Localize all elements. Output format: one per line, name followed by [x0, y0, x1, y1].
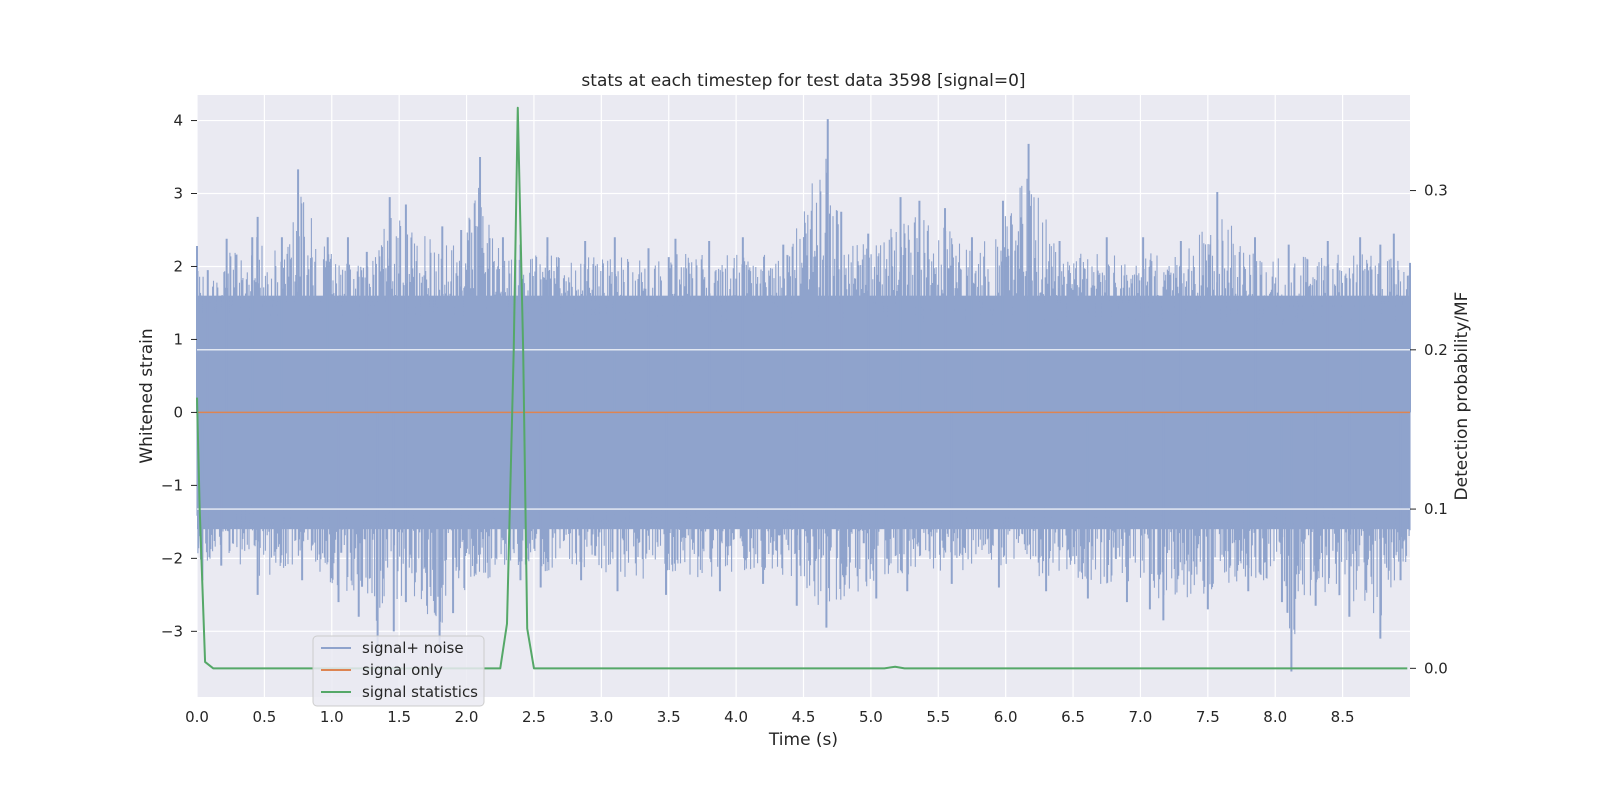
- x-tick-label: 7.0: [1129, 708, 1153, 726]
- y-tick-label: 4: [173, 112, 183, 130]
- y-tick-label: −2: [161, 549, 183, 567]
- y-tick-label: −1: [161, 476, 183, 494]
- y-tick-label: 3: [173, 185, 183, 203]
- y-tick-label: 1: [173, 330, 183, 348]
- y-tick-label: 2: [173, 257, 183, 275]
- x-tick-label: 5.0: [859, 708, 883, 726]
- x-tick-label: 2.5: [522, 708, 546, 726]
- x-tick-label: 3.0: [589, 708, 613, 726]
- y2-tick-label: 0.0: [1424, 659, 1448, 677]
- x-tick-label: 6.5: [1061, 708, 1085, 726]
- chart-title: stats at each timestep for test data 359…: [581, 71, 1025, 91]
- x-tick-label: 3.5: [657, 708, 681, 726]
- x-axis-label: Time (s): [768, 730, 838, 750]
- x-tick-label: 6.0: [994, 708, 1018, 726]
- y-tick-label: −3: [161, 622, 183, 640]
- legend-label: signal only: [362, 661, 443, 679]
- y-axis-label: Whitened strain: [137, 328, 157, 463]
- x-tick-label: 1.0: [320, 708, 344, 726]
- x-tick-label: 4.5: [792, 708, 816, 726]
- legend: signal+ noise signal only signal statistic…: [312, 635, 485, 707]
- x-tick-label: 1.5: [387, 708, 411, 726]
- x-tick-label: 0.5: [252, 708, 276, 726]
- legend-label: signal statistics: [362, 683, 478, 701]
- data-layer: [196, 106, 1411, 672]
- y2-tick-label: 0.3: [1424, 182, 1448, 200]
- x-tick-label: 8.0: [1263, 708, 1287, 726]
- y2-tick-label: 0.2: [1424, 341, 1448, 359]
- y-tick-label: 0: [173, 403, 183, 421]
- x-tick-label: 0.0: [185, 708, 209, 726]
- tick-labels: 0.0 0.5 1.0 1.5 2.0 2.5 3.0 3.5 4.0 4.5 5.0 5.5 6.0 6…: [161, 112, 1448, 726]
- series-signal-statistics: [196, 106, 1408, 670]
- x-tick-label: 8.5: [1331, 708, 1355, 726]
- x-tick-label: 2.0: [455, 708, 479, 726]
- legend-frame: [312, 635, 485, 707]
- x-tick-label: 4.0: [724, 708, 748, 726]
- y2-axis-label: Detection probability/MF: [1452, 292, 1472, 501]
- y2-tick-label: 0.1: [1424, 500, 1448, 518]
- x-tick-label: 7.5: [1196, 708, 1220, 726]
- x-tick-label: 5.5: [926, 708, 950, 726]
- legend-label: signal+ noise: [362, 639, 464, 657]
